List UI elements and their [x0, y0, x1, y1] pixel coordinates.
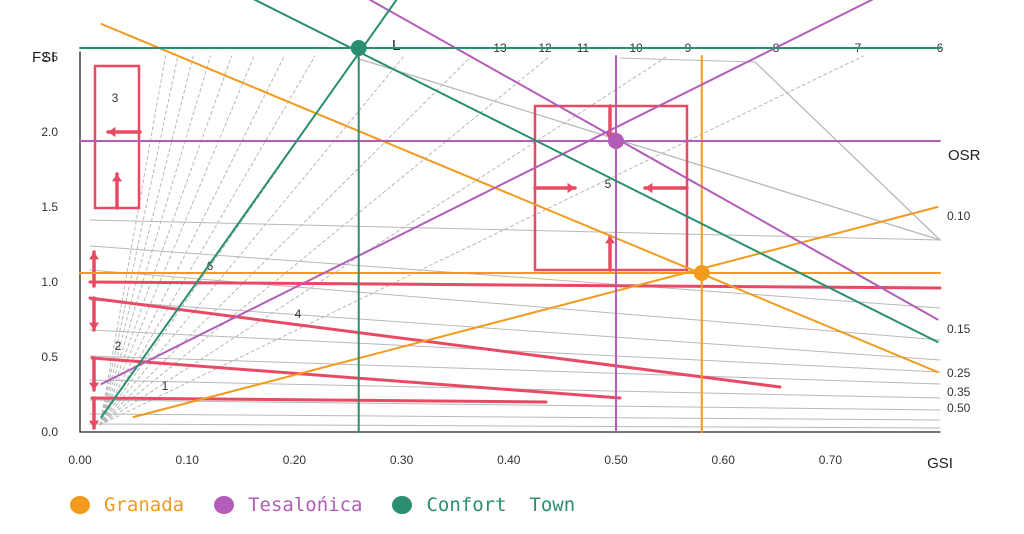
arrow-down-icon-head: [88, 322, 100, 330]
osr-label: 0.50: [947, 401, 971, 415]
region-2-line: [90, 356, 622, 400]
x-tick-label: 0.00: [68, 453, 92, 467]
confort-town-osr-line: [253, 0, 939, 343]
tesal-nica-osr-line: [368, 0, 939, 321]
region-label: 4: [295, 307, 302, 321]
osr-label: 0.35: [947, 385, 971, 399]
osr-label: 0.10: [947, 209, 971, 223]
granada-point: [693, 265, 710, 281]
tesal-nica-point: [608, 133, 624, 149]
granada-osr-line: [100, 23, 939, 373]
legend-item-granada: Granada: [70, 494, 184, 516]
osr-guide-line: [89, 299, 941, 361]
legend-label-confort-town: Confort Town: [426, 494, 576, 516]
y-tick-label: 1.5: [41, 200, 58, 214]
arrow-right-icon-head: [567, 182, 575, 194]
legend-label-tesalonica: Tesalońica: [248, 494, 363, 516]
arrow-up-icon-head: [111, 174, 123, 182]
osr-guide-line: [89, 245, 941, 309]
osr-label: 0.15: [947, 322, 971, 336]
region-6-line: [88, 280, 942, 290]
layer-guide-line: [99, 55, 255, 426]
osr-guide-line: [89, 355, 941, 385]
x-tick-label: 0.50: [604, 453, 628, 467]
arrow-up-icon-head: [88, 252, 100, 260]
envelope-line: [619, 57, 756, 63]
y-tick-label: 0.5: [41, 350, 58, 364]
x-tick-label: 0.60: [712, 453, 736, 467]
envelope-line: [355, 57, 941, 241]
y-axis-title: FSI: [32, 49, 55, 66]
layers-axis-title: L: [392, 37, 400, 54]
region-label: 6: [207, 259, 214, 273]
osr-guide-line: [89, 423, 941, 429]
layer-guide-line: [99, 55, 864, 426]
osr-axis-title: OSR: [948, 147, 981, 164]
tesal-nica-osr-line: [100, 0, 874, 385]
arrow-down-icon-head: [88, 420, 100, 428]
granada-osr-line: [132, 206, 939, 418]
legend: Granada Tesalońica Confort Town: [70, 490, 605, 520]
layer-guide-line: [99, 55, 179, 426]
layer-guide-line: [99, 55, 212, 426]
layer-guide-line: [99, 55, 551, 426]
region-label: 5: [605, 177, 612, 191]
x-tick-label: 0.30: [390, 453, 414, 467]
tesalonica-swatch-icon: [214, 496, 235, 514]
layer-guide-line: [99, 55, 285, 426]
y-tick-label: 2.0: [41, 125, 58, 139]
arrow-down-icon-head: [88, 382, 100, 390]
osr-guide-line: [89, 329, 941, 373]
layer-guide-line: [99, 55, 668, 426]
y-tick-label: 0.0: [41, 425, 58, 439]
legend-item-tesalonica: Tesalońica: [214, 494, 362, 516]
osr-guide-line: [89, 399, 941, 411]
osr-guide-line: [89, 413, 941, 421]
y-tick-label: 1.0: [41, 275, 58, 289]
layer-guide-line: [99, 55, 233, 426]
layer-guide-line: [99, 55, 194, 426]
layer-guide-line: [99, 55, 316, 426]
osr-label: 0.25: [947, 366, 971, 380]
x-tick-label: 0.40: [497, 453, 521, 467]
x-tick-label: 0.20: [283, 453, 307, 467]
legend-item-confort-town: Confort Town: [392, 494, 575, 516]
region-4-line: [88, 296, 782, 389]
region-label: 2: [115, 339, 122, 353]
x-tick-label: 0.70: [819, 453, 843, 467]
confort-town-swatch-icon: [392, 496, 413, 514]
layer-guide-line: [99, 55, 166, 426]
x-tick-label: 0.10: [176, 453, 200, 467]
region-label: 3: [112, 91, 119, 105]
y-tick-label: 2.5: [41, 50, 58, 64]
osr-guide-line: [89, 219, 941, 241]
arrow-left-icon-head: [645, 182, 653, 194]
arrow-left-icon-head: [108, 126, 116, 138]
region-1-line: [90, 396, 548, 404]
region-label: 1: [162, 379, 169, 393]
confort-town-point: [350, 40, 367, 56]
envelope-line: [754, 61, 941, 241]
arrow-up-icon-head: [604, 236, 616, 244]
x-axis-title: GSI: [927, 455, 953, 472]
granada-swatch-icon: [70, 496, 90, 514]
legend-label-granada: Granada: [104, 494, 185, 516]
